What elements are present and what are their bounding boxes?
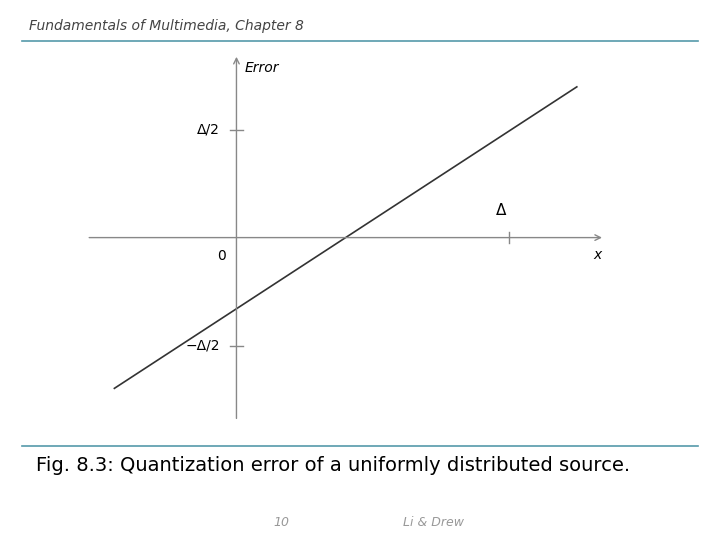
Text: Fig. 8.3: Quantization error of a uniformly distributed source.: Fig. 8.3: Quantization error of a unifor…: [36, 456, 630, 475]
Text: 0: 0: [217, 249, 225, 264]
Text: x: x: [593, 248, 601, 262]
Text: Fundamentals of Multimedia, Chapter 8: Fundamentals of Multimedia, Chapter 8: [29, 19, 304, 33]
Text: 10: 10: [274, 516, 289, 529]
Text: Error: Error: [245, 62, 279, 76]
Text: Δ/2: Δ/2: [197, 123, 220, 137]
Text: Li & Drew: Li & Drew: [403, 516, 464, 529]
Text: −Δ/2: −Δ/2: [186, 339, 220, 353]
Text: Δ: Δ: [496, 203, 506, 218]
